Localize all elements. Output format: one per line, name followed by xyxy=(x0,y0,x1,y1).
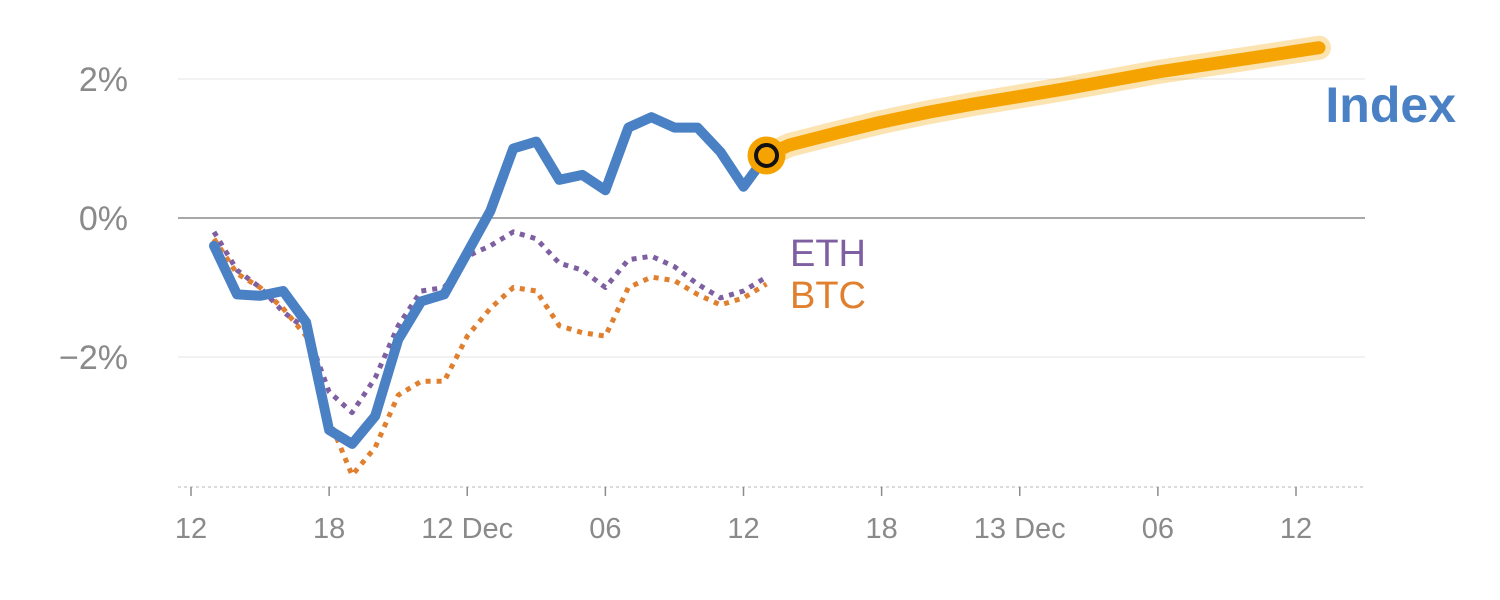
x-tick-label: 06 xyxy=(1142,513,1174,545)
labels-group: ETH BTC Index xyxy=(790,77,1456,317)
y-tick-label: 0% xyxy=(79,200,128,238)
x-tick-label: 06 xyxy=(589,513,621,545)
series-group xyxy=(209,35,1331,478)
btc-series-label: BTC xyxy=(790,275,866,317)
marker-group xyxy=(747,136,786,175)
x-tick-label: 18 xyxy=(865,513,897,545)
x-tick-label: 12 xyxy=(175,513,207,545)
x-axis: 12 18 12 Dec 06 12 18 13 Dec 06 12 xyxy=(175,486,1365,545)
x-tick-label: 12 xyxy=(727,513,759,545)
x-tick-label: 13 Dec xyxy=(974,513,1066,545)
x-tick-label: 12 xyxy=(1280,513,1312,545)
eth-series-line xyxy=(211,229,768,416)
grid: 2% 0% −2% xyxy=(59,61,1365,377)
index-series-line xyxy=(209,112,772,449)
forecast-series-line xyxy=(760,41,1326,162)
x-tick-label: 12 Dec xyxy=(421,513,513,545)
marker-point xyxy=(754,142,780,168)
y-tick-label: 2% xyxy=(79,61,128,99)
eth-series-label: ETH xyxy=(790,233,866,275)
index-series-label: Index xyxy=(1325,77,1456,133)
y-tick-label: −2% xyxy=(59,339,128,377)
x-tick-label: 18 xyxy=(313,513,345,545)
